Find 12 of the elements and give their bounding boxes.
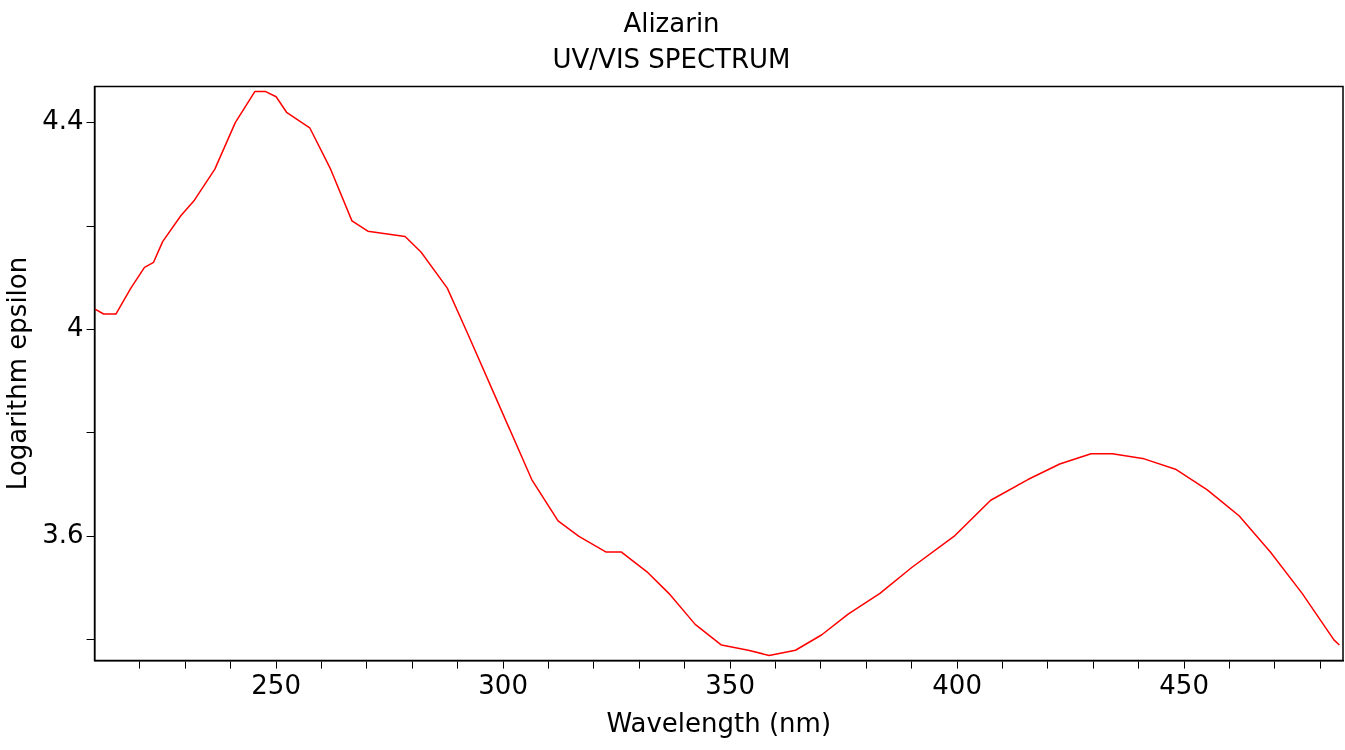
y-tick-label: 3.6 bbox=[42, 519, 84, 550]
y-axis-title: Logarithm epsilon bbox=[2, 256, 33, 491]
x-tick-label: 300 bbox=[478, 669, 528, 700]
x-axis-title: Wavelength (nm) bbox=[606, 708, 832, 739]
y-tick-label: 4 bbox=[67, 312, 84, 343]
chart-subtitle: UV/VIS SPECTRUM bbox=[552, 43, 791, 74]
y-tick-label: 4.4 bbox=[42, 105, 84, 136]
x-tick-label: 450 bbox=[1159, 669, 1209, 700]
chart-title: Alizarin bbox=[623, 8, 720, 39]
x-tick-label: 350 bbox=[705, 669, 755, 700]
x-tick-label: 250 bbox=[251, 669, 301, 700]
x-tick-label: 400 bbox=[932, 669, 982, 700]
